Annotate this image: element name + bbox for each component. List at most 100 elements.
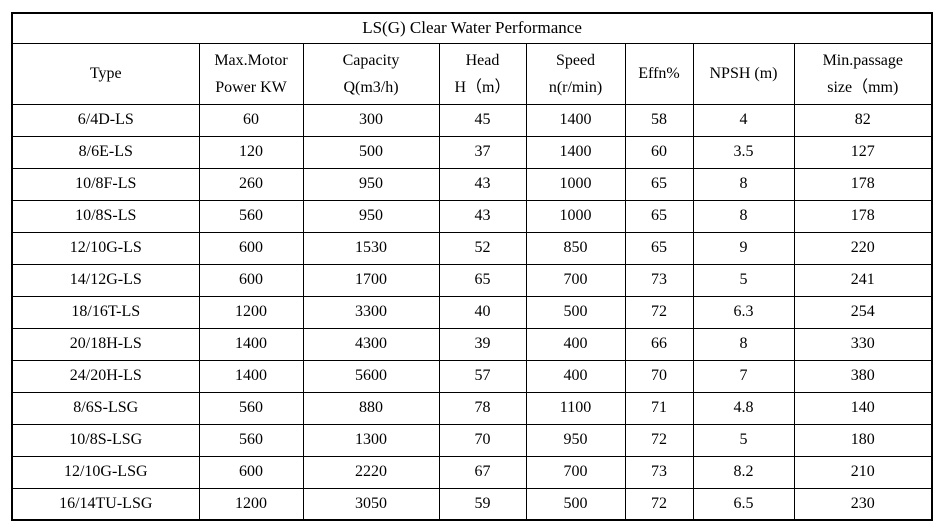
cell-type: 10/8F-LS xyxy=(11,167,200,201)
cell-speed: 1000 xyxy=(525,199,626,233)
table-title: LS(G) Clear Water Performance xyxy=(11,12,933,44)
cell-min-passage: 210 xyxy=(793,455,933,489)
header-type: Type xyxy=(11,42,200,105)
table-row: 10/8S-LSG 560 1300 70 950 72 5 180 xyxy=(11,423,933,457)
cell-type: 12/10G-LSG xyxy=(11,455,200,489)
cell-effn: 65 xyxy=(624,199,694,233)
table-row: 10/8F-LS 260 950 43 1000 65 8 178 xyxy=(11,167,933,201)
cell-capacity: 1530 xyxy=(302,231,440,265)
header-min-passage: Min.passage size（mm) xyxy=(793,42,933,105)
cell-min-passage: 178 xyxy=(793,167,933,201)
cell-npsh: 9 xyxy=(692,231,795,265)
cell-speed: 400 xyxy=(525,359,626,393)
cell-head: 45 xyxy=(438,103,527,137)
table-row: 12/10G-LS 600 1530 52 850 65 9 220 xyxy=(11,231,933,265)
cell-npsh: 5 xyxy=(692,423,795,457)
cell-effn: 72 xyxy=(624,487,694,521)
table-row: 8/6E-LS 120 500 37 1400 60 3.5 127 xyxy=(11,135,933,169)
performance-table: LS(G) Clear Water Performance Type Max.M… xyxy=(11,12,934,521)
cell-capacity: 880 xyxy=(302,391,440,425)
cell-npsh: 6.5 xyxy=(692,487,795,521)
table-header-row: Type Max.Motor Power KW Capacity Q(m3/h)… xyxy=(11,42,933,105)
header-effn-line1: Effn% xyxy=(638,65,680,82)
cell-speed: 500 xyxy=(525,295,626,329)
cell-speed: 1000 xyxy=(525,167,626,201)
header-max-motor-power-line1: Max.Motor xyxy=(214,51,288,69)
cell-speed: 700 xyxy=(525,263,626,297)
cell-max-motor-power: 600 xyxy=(198,231,304,265)
cell-max-motor-power: 1400 xyxy=(198,327,304,361)
header-min-passage-line1: Min.passage xyxy=(822,51,903,69)
cell-head: 70 xyxy=(438,423,527,457)
cell-effn: 73 xyxy=(624,263,694,297)
cell-min-passage: 180 xyxy=(793,423,933,457)
table-row: 16/14TU-LSG 1200 3050 59 500 72 6.5 230 xyxy=(11,487,933,521)
cell-min-passage: 140 xyxy=(793,391,933,425)
cell-capacity: 5600 xyxy=(302,359,440,393)
cell-speed: 850 xyxy=(525,231,626,265)
cell-speed: 700 xyxy=(525,455,626,489)
header-type-line1: Type xyxy=(89,65,122,82)
cell-type: 20/18H-LS xyxy=(11,327,200,361)
cell-npsh: 7 xyxy=(692,359,795,393)
cell-max-motor-power: 60 xyxy=(198,103,304,137)
cell-speed: 500 xyxy=(525,487,626,521)
cell-effn: 70 xyxy=(624,359,694,393)
cell-npsh: 8 xyxy=(692,199,795,233)
table-row: 8/6S-LSG 560 880 78 1100 71 4.8 140 xyxy=(11,391,933,425)
cell-effn: 72 xyxy=(624,295,694,329)
cell-type: 14/12G-LS xyxy=(11,263,200,297)
cell-effn: 73 xyxy=(624,455,694,489)
header-capacity: Capacity Q(m3/h) xyxy=(302,42,440,105)
cell-max-motor-power: 560 xyxy=(198,391,304,425)
cell-capacity: 2220 xyxy=(302,455,440,489)
cell-capacity: 950 xyxy=(302,167,440,201)
cell-max-motor-power: 600 xyxy=(198,263,304,297)
table-row: 14/12G-LS 600 1700 65 700 73 5 241 xyxy=(11,263,933,297)
cell-capacity: 1700 xyxy=(302,263,440,297)
cell-head: 67 xyxy=(438,455,527,489)
cell-type: 10/8S-LSG xyxy=(11,423,200,457)
cell-head: 39 xyxy=(438,327,527,361)
header-head-line2: H（m） xyxy=(454,78,511,96)
header-speed-line1: Speed xyxy=(555,51,596,69)
cell-npsh: 5 xyxy=(692,263,795,297)
cell-max-motor-power: 120 xyxy=(198,135,304,169)
cell-effn: 72 xyxy=(624,423,694,457)
cell-head: 52 xyxy=(438,231,527,265)
cell-effn: 65 xyxy=(624,231,694,265)
cell-max-motor-power: 600 xyxy=(198,455,304,489)
cell-max-motor-power: 1200 xyxy=(198,295,304,329)
header-npsh-line1: NPSH (m) xyxy=(709,65,778,82)
cell-capacity: 4300 xyxy=(302,327,440,361)
cell-type: 6/4D-LS xyxy=(11,103,200,137)
cell-head: 40 xyxy=(438,295,527,329)
cell-capacity: 1300 xyxy=(302,423,440,457)
header-capacity-line1: Capacity xyxy=(342,51,400,69)
header-max-motor-power-line2: Power KW xyxy=(215,78,287,96)
header-head: Head H（m） xyxy=(438,42,527,105)
cell-type: 12/10G-LS xyxy=(11,231,200,265)
cell-min-passage: 220 xyxy=(793,231,933,265)
cell-head: 43 xyxy=(438,167,527,201)
cell-npsh: 4 xyxy=(692,103,795,137)
cell-npsh: 4.8 xyxy=(692,391,795,425)
table-title-row: LS(G) Clear Water Performance xyxy=(11,12,933,44)
cell-min-passage: 254 xyxy=(793,295,933,329)
header-capacity-line2: Q(m3/h) xyxy=(343,78,399,96)
cell-min-passage: 230 xyxy=(793,487,933,521)
header-effn: Effn% xyxy=(624,42,694,105)
cell-speed: 1400 xyxy=(525,103,626,137)
cell-npsh: 8 xyxy=(692,327,795,361)
cell-type: 8/6E-LS xyxy=(11,135,200,169)
header-head-line1: Head xyxy=(465,51,500,69)
cell-npsh: 8.2 xyxy=(692,455,795,489)
cell-head: 78 xyxy=(438,391,527,425)
cell-min-passage: 127 xyxy=(793,135,933,169)
cell-min-passage: 380 xyxy=(793,359,933,393)
cell-type: 10/8S-LS xyxy=(11,199,200,233)
cell-head: 65 xyxy=(438,263,527,297)
header-speed: Speed n(r/min) xyxy=(525,42,626,105)
cell-head: 37 xyxy=(438,135,527,169)
cell-max-motor-power: 560 xyxy=(198,199,304,233)
